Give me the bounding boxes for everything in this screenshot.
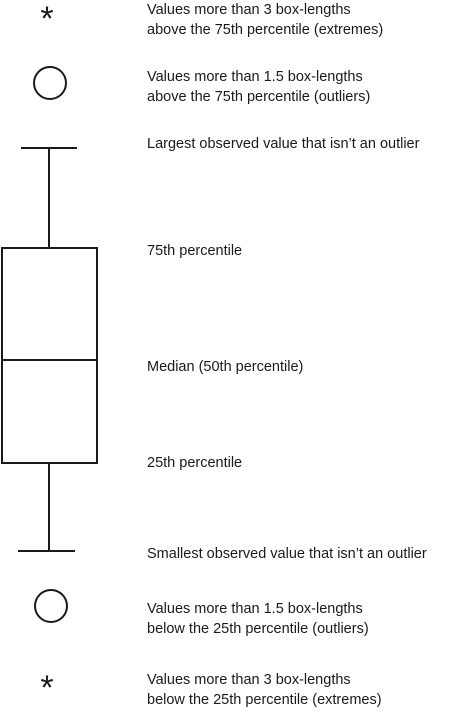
label-extremes-above-line-2: above the 75th percentile (extremes) [147,22,384,38]
label-extremes-above-line-1: Values more than 3 box-lengths [147,2,351,18]
label-smallest-non-outlier-line-1: Smallest observed value that isn’t an ou… [147,546,427,562]
label-median-line-1: Median (50th percentile) [147,359,304,375]
outlier-below-marker [34,589,68,623]
label-outliers-above-line-1: Values more than 1.5 box-lengths [147,69,363,85]
extreme-above-marker: * [40,0,53,38]
label-percentile-75-line-1: 75th percentile [147,243,243,259]
label-largest-non-outlier: Largest observed value that isn’t an out… [147,134,419,154]
label-percentile-75: 75th percentile [147,241,242,261]
label-outliers-below: Values more than 1.5 box-lengths below t… [147,599,369,639]
label-percentile-25: 25th percentile [147,453,242,473]
label-outliers-below-line-1: Values more than 1.5 box-lengths [147,601,363,617]
label-extremes-below-line-1: Values more than 3 box-lengths [147,672,351,688]
label-outliers-below-line-2: below the 25th percentile (outliers) [147,621,369,637]
label-extremes-below-line-2: below the 25th percentile (extremes) [147,692,382,708]
label-extremes-below: Values more than 3 box-lengths below the… [147,670,382,710]
label-median: Median (50th percentile) [147,357,303,377]
outlier-above-marker [33,66,67,100]
label-smallest-non-outlier: Smallest observed value that isn’t an ou… [147,544,427,564]
interquartile-box [1,247,98,464]
label-outliers-above: Values more than 1.5 box-lengths above t… [147,67,370,107]
extreme-below-marker: * [40,669,53,707]
label-percentile-25-line-1: 25th percentile [147,455,243,471]
label-extremes-above: Values more than 3 box-lengths above the… [147,0,383,40]
label-largest-non-outlier-line-1: Largest observed value that isn’t an out… [147,136,420,152]
label-outliers-above-line-2: above the 75th percentile (outliers) [147,89,371,105]
